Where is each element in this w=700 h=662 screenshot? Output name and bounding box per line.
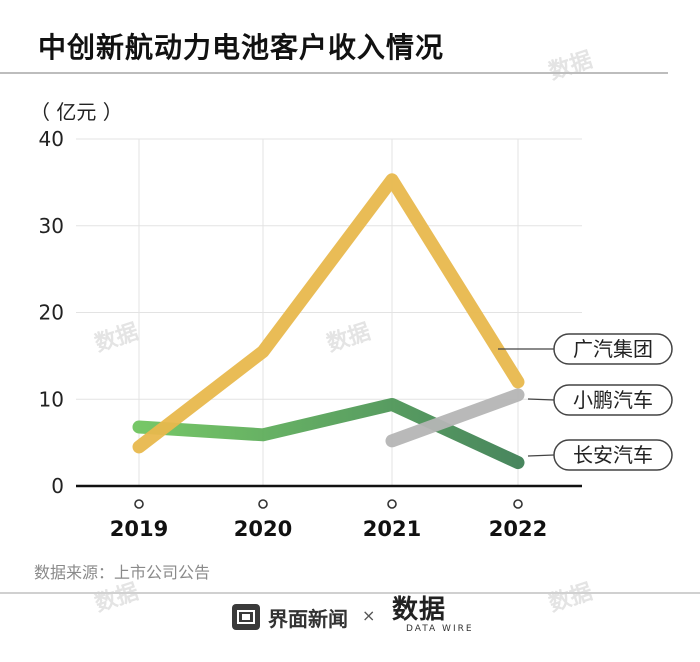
x-tick-label: 2020 bbox=[234, 517, 292, 541]
y-tick-label: 0 bbox=[51, 474, 64, 498]
x-tick-marker bbox=[134, 499, 144, 509]
datawire-logo-sub: DATA WIRE bbox=[406, 624, 474, 634]
y-tick-label: 40 bbox=[39, 127, 64, 151]
y-tick-label: 10 bbox=[39, 387, 64, 411]
legend-box bbox=[553, 439, 673, 471]
legend-label: 广汽集团 bbox=[573, 337, 653, 361]
times-sign: × bbox=[362, 606, 376, 625]
watermark: 数据 bbox=[545, 579, 596, 618]
chart-title: 中创新航动力电池客户收入情况 bbox=[38, 31, 445, 64]
legend-connector bbox=[527, 398, 555, 401]
y-tick-labels: 0 10 20 30 40 bbox=[39, 127, 64, 498]
legend-label: 小鹏汽车 bbox=[573, 388, 653, 412]
brand-jiemian: 界面新闻 bbox=[232, 602, 348, 632]
title-divider bbox=[0, 72, 668, 74]
data-source: 数据来源：上市公司公告 bbox=[34, 563, 211, 582]
legend-connector bbox=[527, 454, 555, 457]
datawire-logo-main: 数据 bbox=[392, 595, 447, 625]
series-lines bbox=[132, 173, 525, 470]
datawire-logo: 数据 DATA WIRE bbox=[392, 596, 474, 634]
x-tick-label: 2019 bbox=[110, 517, 168, 541]
brand-name: 界面新闻 bbox=[268, 606, 348, 631]
legend-box bbox=[553, 384, 673, 416]
footer-divider bbox=[0, 592, 700, 594]
legend-label: 长安汽车 bbox=[573, 443, 653, 467]
x-tick-label: 2021 bbox=[363, 517, 421, 541]
series-line-0 bbox=[132, 173, 525, 454]
y-tick-label: 30 bbox=[39, 214, 64, 238]
x-axis: 2019 2020 2021 2022 bbox=[76, 484, 582, 541]
x-tick-label: 2022 bbox=[489, 517, 547, 541]
news-screen-icon bbox=[232, 604, 260, 630]
x-tick-marker bbox=[387, 499, 397, 509]
series-line-2 bbox=[132, 397, 525, 470]
x-tick-marker bbox=[513, 499, 523, 509]
y-axis-unit-label: （ 亿元 ） bbox=[30, 100, 123, 124]
legend-box bbox=[553, 333, 673, 365]
series-line-1 bbox=[385, 388, 525, 448]
y-tick-label: 20 bbox=[39, 301, 64, 325]
x-tick-marker bbox=[258, 499, 268, 509]
